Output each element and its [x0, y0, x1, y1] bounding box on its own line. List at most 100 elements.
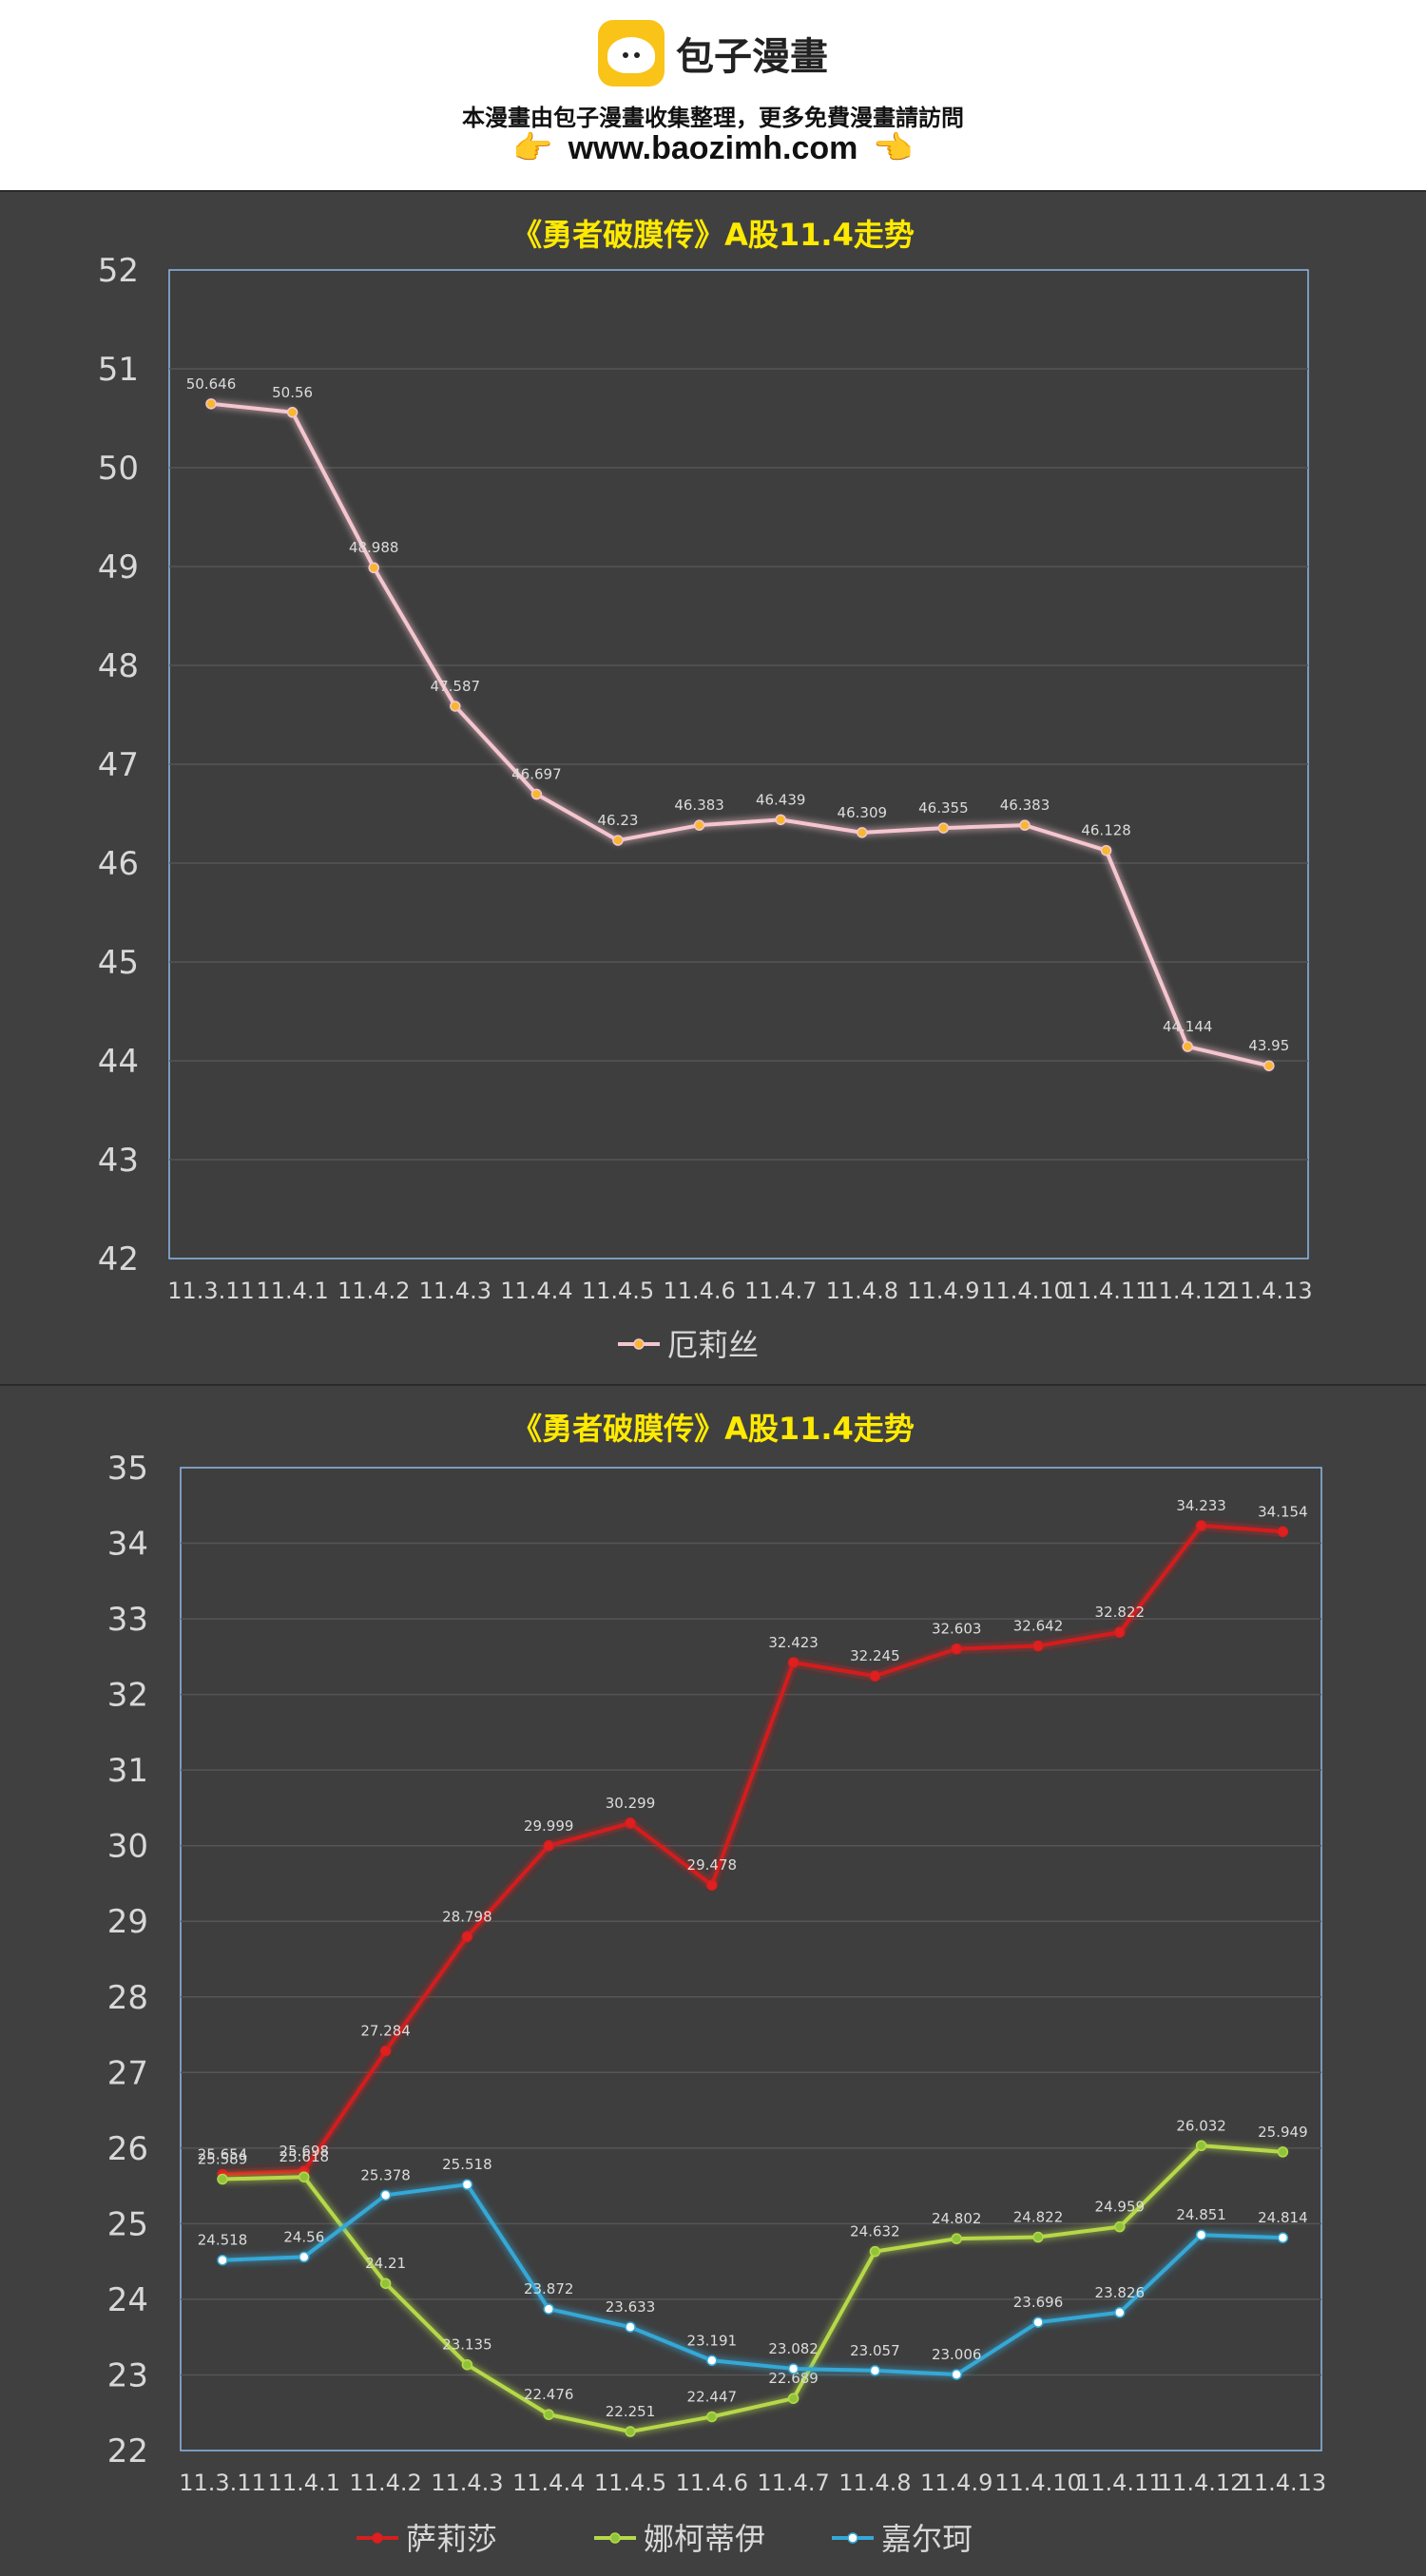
y-tick-label: 49	[98, 548, 139, 586]
data-label: 46.128	[1081, 822, 1131, 839]
data-point	[1195, 2229, 1207, 2240]
x-tick-label: 11.4.2	[349, 2470, 421, 2496]
x-tick-label: 11.4.6	[676, 2470, 748, 2496]
data-label: 46.383	[1000, 797, 1050, 814]
data-point	[461, 2179, 473, 2190]
site-url-link[interactable]: www.baozimh.com	[568, 130, 858, 166]
x-tick-label: 11.4.12	[1158, 2470, 1245, 2496]
data-label: 24.56	[283, 2228, 324, 2245]
data-point	[1195, 2140, 1207, 2152]
legend-item: 厄莉丝	[618, 1327, 759, 1363]
brand-logo-row[interactable]: 包子漫畫	[0, 19, 1426, 87]
y-tick-label: 43	[98, 1142, 139, 1180]
data-label: 23.826	[1095, 2284, 1146, 2301]
data-label: 24.814	[1258, 2209, 1308, 2226]
y-tick-label: 50	[98, 450, 139, 488]
data-point	[1114, 2220, 1126, 2233]
data-label: 32.245	[850, 1647, 900, 1664]
data-label: 34.233	[1176, 1497, 1226, 1514]
data-point	[1277, 2146, 1289, 2158]
data-label: 30.299	[606, 1795, 656, 1812]
data-point	[1263, 1060, 1275, 1071]
data-point	[625, 2321, 636, 2333]
data-label: 24.21	[365, 2255, 406, 2272]
data-point	[857, 827, 868, 838]
x-tick-label: 11.4.5	[594, 2470, 666, 2496]
data-point	[368, 562, 379, 573]
data-point	[217, 2254, 228, 2266]
data-point	[1100, 844, 1112, 856]
chart-title: 《勇者破膜传》A股11.4走势	[511, 1411, 915, 1447]
x-tick-label: 11.4.12	[1144, 1278, 1231, 1304]
data-point	[706, 2411, 718, 2423]
data-label: 23.191	[687, 2332, 738, 2349]
data-point	[1195, 1520, 1207, 1531]
y-tick-label: 51	[98, 351, 139, 389]
data-label: 34.154	[1258, 1503, 1308, 1520]
data-point	[461, 1931, 473, 1943]
data-point	[1277, 1526, 1289, 1538]
data-label: 23.872	[524, 2280, 574, 2297]
data-point	[1032, 2316, 1044, 2328]
data-label: 50.56	[272, 384, 313, 401]
data-point	[299, 2251, 310, 2263]
data-point	[530, 788, 543, 800]
x-tick-label: 11.4.2	[337, 1278, 410, 1304]
data-point	[625, 1817, 636, 1829]
data-point	[951, 1643, 962, 1655]
data-label: 22.689	[768, 2370, 819, 2387]
data-label: 28.798	[442, 1908, 492, 1925]
legend-item: 娜柯蒂伊	[594, 2521, 765, 2557]
y-tick-label: 45	[98, 944, 139, 982]
chart-title: 《勇者破膜传》A股11.4走势	[511, 217, 915, 253]
data-point	[1032, 2231, 1044, 2243]
data-point	[869, 2245, 881, 2258]
x-tick-label: 11.4.8	[826, 1278, 898, 1304]
y-tick-label: 23	[107, 2356, 148, 2394]
pointing-right-hand-icon: 👉	[512, 130, 553, 166]
data-label: 25.378	[360, 2166, 411, 2183]
x-tick-label: 11.4.7	[757, 2470, 829, 2496]
x-tick-label: 11.4.1	[268, 2470, 340, 2496]
data-label: 24.822	[1013, 2209, 1064, 2226]
data-label: 25.518	[442, 2156, 492, 2173]
data-label: 47.587	[431, 678, 481, 695]
y-tick-label: 31	[107, 1752, 148, 1790]
data-label: 29.999	[524, 1817, 574, 1835]
data-point	[1277, 2232, 1289, 2243]
data-label: 46.697	[511, 766, 562, 783]
y-tick-label: 35	[107, 1450, 148, 1488]
data-point	[869, 1670, 881, 1682]
data-point	[1019, 819, 1031, 831]
data-point	[869, 2365, 881, 2376]
x-tick-label: 11.4.10	[981, 1278, 1069, 1304]
data-point	[787, 2363, 800, 2374]
x-tick-label: 11.4.11	[1063, 1278, 1150, 1304]
data-label: 25.589	[198, 2151, 248, 2168]
data-point	[450, 701, 461, 712]
x-tick-label: 11.4.5	[582, 1278, 654, 1304]
legend-item: 萨莉莎	[356, 2521, 497, 2557]
data-point	[299, 2171, 310, 2182]
data-label: 32.642	[1013, 1618, 1064, 1635]
data-point	[543, 2303, 554, 2315]
data-point	[1032, 1640, 1044, 1652]
data-point	[625, 2426, 636, 2437]
data-label: 24.518	[198, 2232, 248, 2249]
data-label: 23.057	[850, 2342, 900, 2359]
data-label: 46.23	[598, 812, 639, 829]
data-label: 26.032	[1176, 2117, 1226, 2134]
data-label: 24.802	[932, 2210, 982, 2227]
data-label: 43.95	[1248, 1037, 1289, 1054]
data-label: 32.603	[932, 1621, 982, 1638]
site-url-row[interactable]: 👉 www.baozimh.com 👈	[0, 129, 1426, 167]
data-label: 46.355	[918, 799, 969, 817]
y-tick-label: 26	[107, 2130, 148, 2168]
data-point	[543, 1840, 554, 1852]
legend-swatch-marker	[372, 2532, 383, 2544]
data-label: 25.618	[279, 2148, 330, 2165]
x-tick-label: 11.4.7	[744, 1278, 817, 1304]
legend-label: 厄莉丝	[667, 1327, 759, 1363]
x-tick-label: 11.4.1	[256, 1278, 328, 1304]
data-label: 24.959	[1095, 2199, 1146, 2216]
